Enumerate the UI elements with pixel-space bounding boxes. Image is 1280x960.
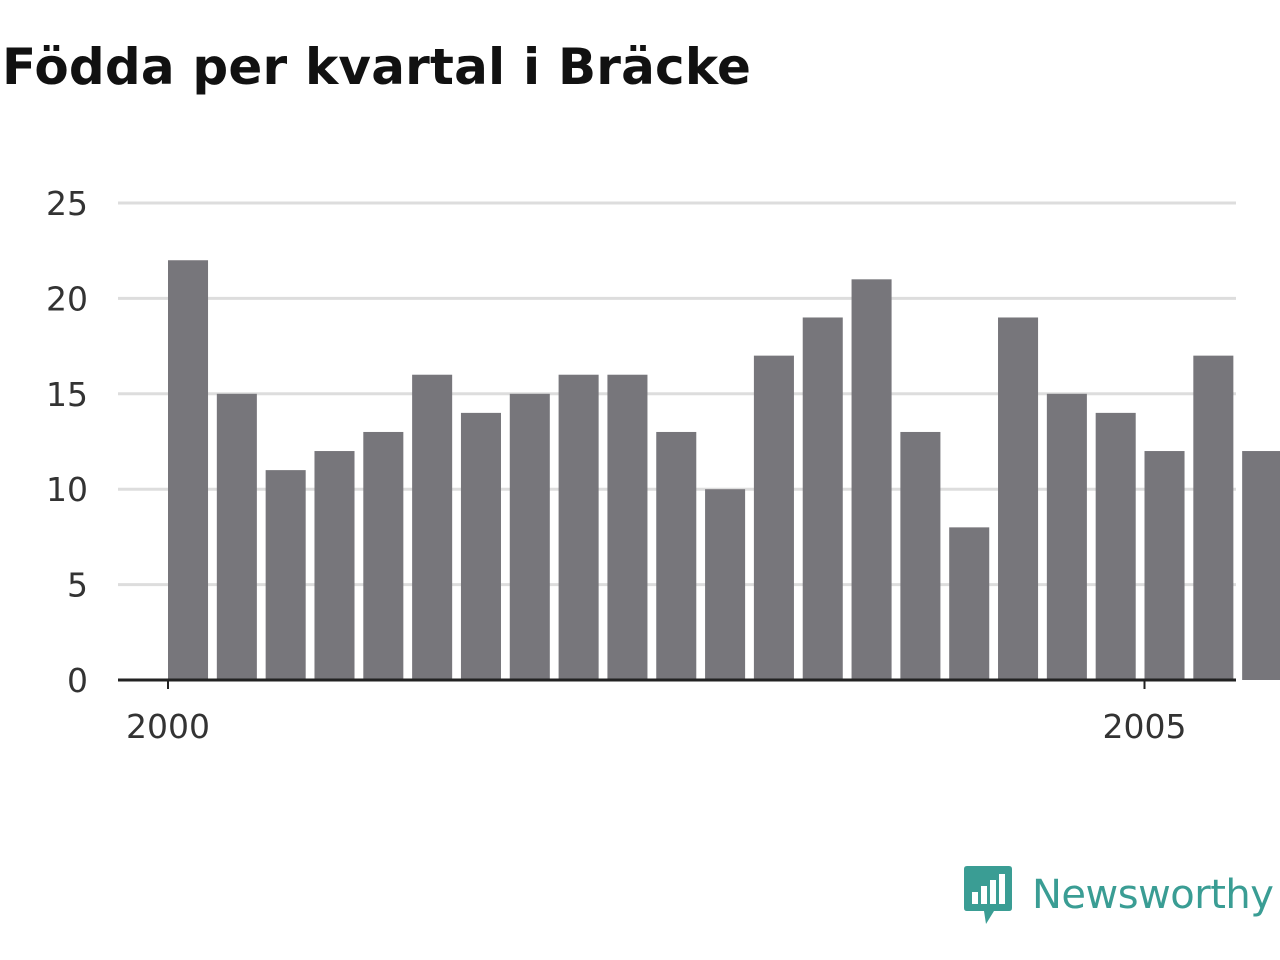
bar-11 <box>705 489 746 680</box>
bar-1 <box>216 393 257 680</box>
bar-17 <box>998 317 1039 680</box>
bar-4 <box>363 431 404 680</box>
bar-14 <box>851 279 892 680</box>
bar-5 <box>412 374 453 680</box>
y-tick-label-25: 25 <box>46 184 88 223</box>
newsworthy-logo[interactable]: Newsworthy <box>962 862 1274 928</box>
y-tick-label-0: 0 <box>67 661 88 700</box>
x-tick-label-2000: 2000 <box>126 707 210 746</box>
bar-0 <box>168 260 209 680</box>
y-tick-label-15: 15 <box>46 375 88 414</box>
bar-15 <box>900 431 941 680</box>
bar-16 <box>949 527 990 680</box>
bar-21 <box>1193 355 1234 680</box>
bar-9 <box>607 374 648 680</box>
bar-20 <box>1144 451 1185 680</box>
bar-3 <box>314 451 355 680</box>
bar-22 <box>1242 451 1280 680</box>
bar-10 <box>656 431 697 680</box>
bar-18 <box>1046 393 1087 680</box>
bar-7 <box>509 393 550 680</box>
x-tick-label-2005: 2005 <box>1103 707 1187 746</box>
y-tick-label-5: 5 <box>67 566 88 605</box>
chart-title: Födda per kvartal i Bräcke <box>2 38 752 96</box>
bar-6 <box>460 412 501 680</box>
bar-12 <box>753 355 794 680</box>
axes: 0510152025200020052010201520202025 <box>46 184 1236 746</box>
bars <box>168 260 1280 680</box>
newsworthy-logo-icon <box>964 866 1012 924</box>
y-tick-label-20: 20 <box>46 279 88 318</box>
bar-19 <box>1095 412 1136 680</box>
bar-8 <box>558 374 599 680</box>
brand-name: Newsworthy <box>1032 872 1274 918</box>
bar-13 <box>802 317 843 680</box>
y-tick-label-10: 10 <box>46 470 88 509</box>
bar-2 <box>265 470 306 680</box>
